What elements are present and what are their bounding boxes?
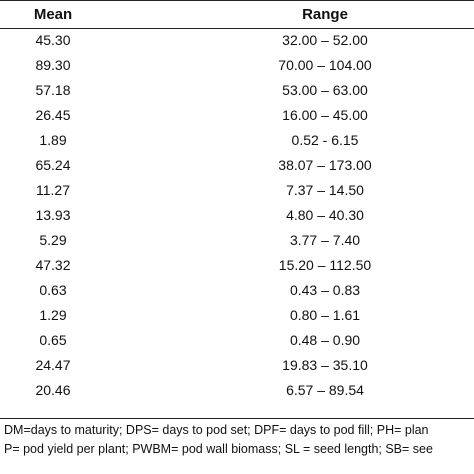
mean-cell: 24.47: [35, 357, 71, 373]
range-cell: 32.00 – 52.00: [282, 32, 368, 48]
range-cell: 7.37 – 14.50: [286, 182, 364, 198]
range-cell: 70.00 – 104.00: [278, 57, 372, 73]
table-row: 0.65 0.48 – 0.90: [0, 326, 474, 354]
mean-cell: 13.93: [35, 207, 71, 223]
range-cell: 0.43 – 0.83: [289, 282, 361, 298]
range-cell: 4.80 – 40.30: [286, 207, 364, 223]
mean-cell: 45.30: [35, 32, 71, 48]
range-cell: 3.77 – 7.40: [289, 232, 361, 248]
range-cell: 0.80 – 1.61: [289, 307, 361, 323]
table-row: 1.29 0.80 – 1.61: [0, 301, 474, 329]
table-row: 45.30 32.00 – 52.00: [0, 26, 474, 54]
table-row: 24.47 19.83 – 35.10: [0, 351, 474, 379]
range-cell: 19.83 – 35.10: [282, 357, 368, 373]
table-row: 57.18 53.00 – 63.00: [0, 76, 474, 104]
range-cell: 16.00 – 45.00: [282, 107, 368, 123]
table-row: 26.45 16.00 – 45.00: [0, 101, 474, 129]
table-bottom-rule: [0, 418, 474, 419]
mean-cell: 5.29: [39, 232, 67, 248]
mean-cell: 11.27: [36, 182, 70, 198]
header-range: Range: [302, 6, 348, 23]
mean-cell: 57.18: [35, 82, 71, 98]
mean-cell: 65.24: [35, 157, 71, 173]
mean-cell: 1.89: [39, 132, 67, 148]
mean-cell: 1.29: [39, 307, 67, 323]
mean-cell: 20.46: [35, 382, 71, 398]
range-cell: 6.57 – 89.54: [286, 382, 364, 398]
footnote-line-1: DM=days to maturity; DPS= days to pod se…: [4, 423, 429, 437]
table-row: 13.93 4.80 – 40.30: [0, 201, 474, 229]
header-rule: [0, 28, 474, 29]
range-cell: 0.48 – 0.90: [289, 332, 361, 348]
table-row: 47.32 15.20 – 112.50: [0, 251, 474, 279]
table-row: 5.29 3.77 – 7.40: [0, 226, 474, 254]
table-row: 0.63 0.43 – 0.83: [0, 276, 474, 304]
table-row: 1.89 0.52 - 6.15: [0, 126, 474, 154]
mean-cell: 89.30: [35, 57, 71, 73]
range-cell: 53.00 – 63.00: [282, 82, 368, 98]
mean-cell: 47.32: [35, 257, 71, 273]
header-mean: Mean: [33, 6, 73, 23]
footnote-line-2: P= pod yield per plant; PWBM= pod wall b…: [4, 442, 433, 456]
table-row: 11.27 7.37 – 14.50: [0, 176, 474, 204]
range-cell: 0.52 - 6.15: [291, 132, 359, 148]
range-cell: 15.20 – 112.50: [278, 257, 372, 273]
mean-cell: 0.63: [39, 282, 67, 298]
table-row: 65.24 38.07 – 173.00: [0, 151, 474, 179]
range-cell: 38.07 – 173.00: [278, 157, 372, 173]
table-header-row: Mean Range: [0, 1, 474, 29]
mean-cell: 26.45: [35, 107, 71, 123]
mean-cell: 0.65: [39, 332, 67, 348]
table-top-rule: [0, 0, 474, 1]
table-row: 20.46 6.57 – 89.54: [0, 376, 474, 404]
table-row: 89.30 70.00 – 104.00: [0, 51, 474, 79]
